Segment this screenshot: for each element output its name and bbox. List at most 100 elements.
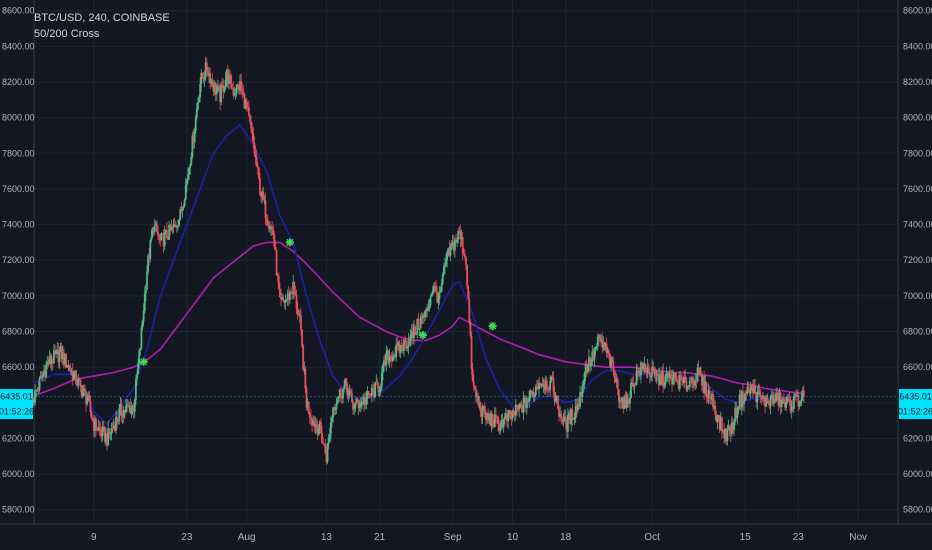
candle-body	[568, 413, 570, 416]
candle-body	[263, 200, 266, 201]
candle-body	[146, 271, 148, 290]
candle-body	[540, 384, 543, 385]
candle-body	[740, 390, 743, 408]
candle-body	[651, 366, 653, 377]
candle-body	[335, 403, 338, 410]
candle-body	[591, 351, 594, 363]
candle-body	[86, 400, 89, 404]
y-tick-label-right: 8000.00	[903, 113, 932, 123]
candle-body	[495, 414, 497, 417]
candle-body	[250, 121, 253, 129]
candle-body	[179, 209, 182, 220]
candle-body	[501, 420, 504, 428]
candle-body	[157, 232, 159, 236]
candle-body	[410, 331, 413, 335]
candle-body	[707, 390, 710, 398]
candle-body	[195, 108, 198, 118]
candle-body	[642, 366, 645, 369]
candle-body	[673, 372, 676, 377]
candle-body	[348, 390, 351, 392]
y-tick-label-left: 6000.00	[2, 469, 35, 479]
candle-body	[387, 350, 390, 363]
candle-body	[613, 369, 616, 378]
candle-body	[409, 334, 412, 346]
candle-body	[798, 402, 801, 407]
candle-body	[511, 410, 514, 419]
candle-body	[181, 207, 184, 212]
candle-body	[126, 404, 128, 407]
candle-body	[583, 373, 586, 385]
candle-body	[139, 348, 142, 351]
candle-body	[429, 296, 432, 306]
candle-body	[688, 380, 691, 388]
candle-body	[535, 386, 538, 387]
candle-body	[773, 398, 775, 404]
indicator-title[interactable]: 50/200 Cross	[34, 28, 100, 40]
candle-body	[703, 376, 706, 394]
candle-body	[311, 418, 313, 425]
y-tick-label-left: 6800.00	[2, 327, 35, 337]
candle-body	[94, 418, 96, 431]
candle-body	[748, 391, 751, 394]
candle-body	[338, 389, 341, 397]
candle-body	[521, 407, 524, 413]
candle-body	[129, 406, 132, 414]
candle-body	[347, 390, 350, 396]
candle-body	[130, 407, 133, 414]
candle-body	[444, 264, 446, 267]
candle-body	[360, 401, 363, 403]
candle-body	[486, 413, 488, 420]
candle-body	[514, 404, 517, 416]
y-tick-label-right: 6800.00	[903, 327, 932, 337]
right-price-axis[interactable]: 5800.006000.006200.006400.006600.006800.…	[903, 6, 932, 515]
candle-body	[292, 281, 295, 294]
cross-marker-d2	[489, 322, 497, 330]
candle-body	[322, 443, 325, 445]
candle-body	[393, 354, 395, 357]
candle-body	[545, 381, 548, 390]
candle-body	[715, 414, 718, 422]
candle-body	[208, 73, 210, 76]
candle-body	[801, 390, 804, 398]
candle-body	[87, 395, 90, 401]
candle-body	[103, 427, 106, 442]
symbol-title[interactable]: BTC/USD, 240, COINBASE	[34, 12, 170, 24]
candle-body	[328, 434, 331, 438]
candle-body	[637, 370, 640, 373]
left-price-label-bg	[0, 389, 33, 405]
candle-body	[760, 397, 763, 400]
candle-body	[504, 414, 507, 417]
candle-body	[555, 396, 558, 398]
x-tick-label: Nov	[849, 532, 867, 543]
candle-body	[54, 350, 56, 354]
candle-body	[210, 79, 213, 84]
candle-body	[272, 229, 275, 235]
candle-body	[300, 315, 302, 330]
candle-body	[399, 345, 402, 354]
candle-body	[327, 437, 330, 445]
candle-body	[619, 401, 621, 403]
candle-body	[633, 384, 636, 387]
candle-body	[737, 407, 740, 412]
candle-body	[291, 292, 293, 294]
candle-body	[699, 373, 702, 375]
time-axis[interactable]: 9 23 Aug 13 21 Sep 10 18 Oct 15 23 Nov	[91, 532, 867, 543]
candle-body	[708, 390, 711, 399]
candle-body	[629, 398, 631, 404]
left-price-axis[interactable]: 5800.006000.006200.006400.006600.006800.…	[2, 6, 35, 515]
candle-body	[266, 221, 269, 226]
candle-body	[675, 376, 678, 381]
candle-body	[516, 404, 518, 410]
candle-body	[352, 401, 354, 410]
candle-body	[99, 428, 102, 432]
candle-body	[449, 246, 452, 256]
candle-body	[239, 80, 241, 91]
candle-body	[401, 347, 404, 351]
candle-body	[386, 350, 389, 354]
candle-body	[687, 385, 690, 388]
candle-body	[799, 401, 802, 403]
candle-body	[724, 428, 727, 438]
candle-body	[61, 352, 64, 360]
candle-body	[122, 409, 125, 418]
